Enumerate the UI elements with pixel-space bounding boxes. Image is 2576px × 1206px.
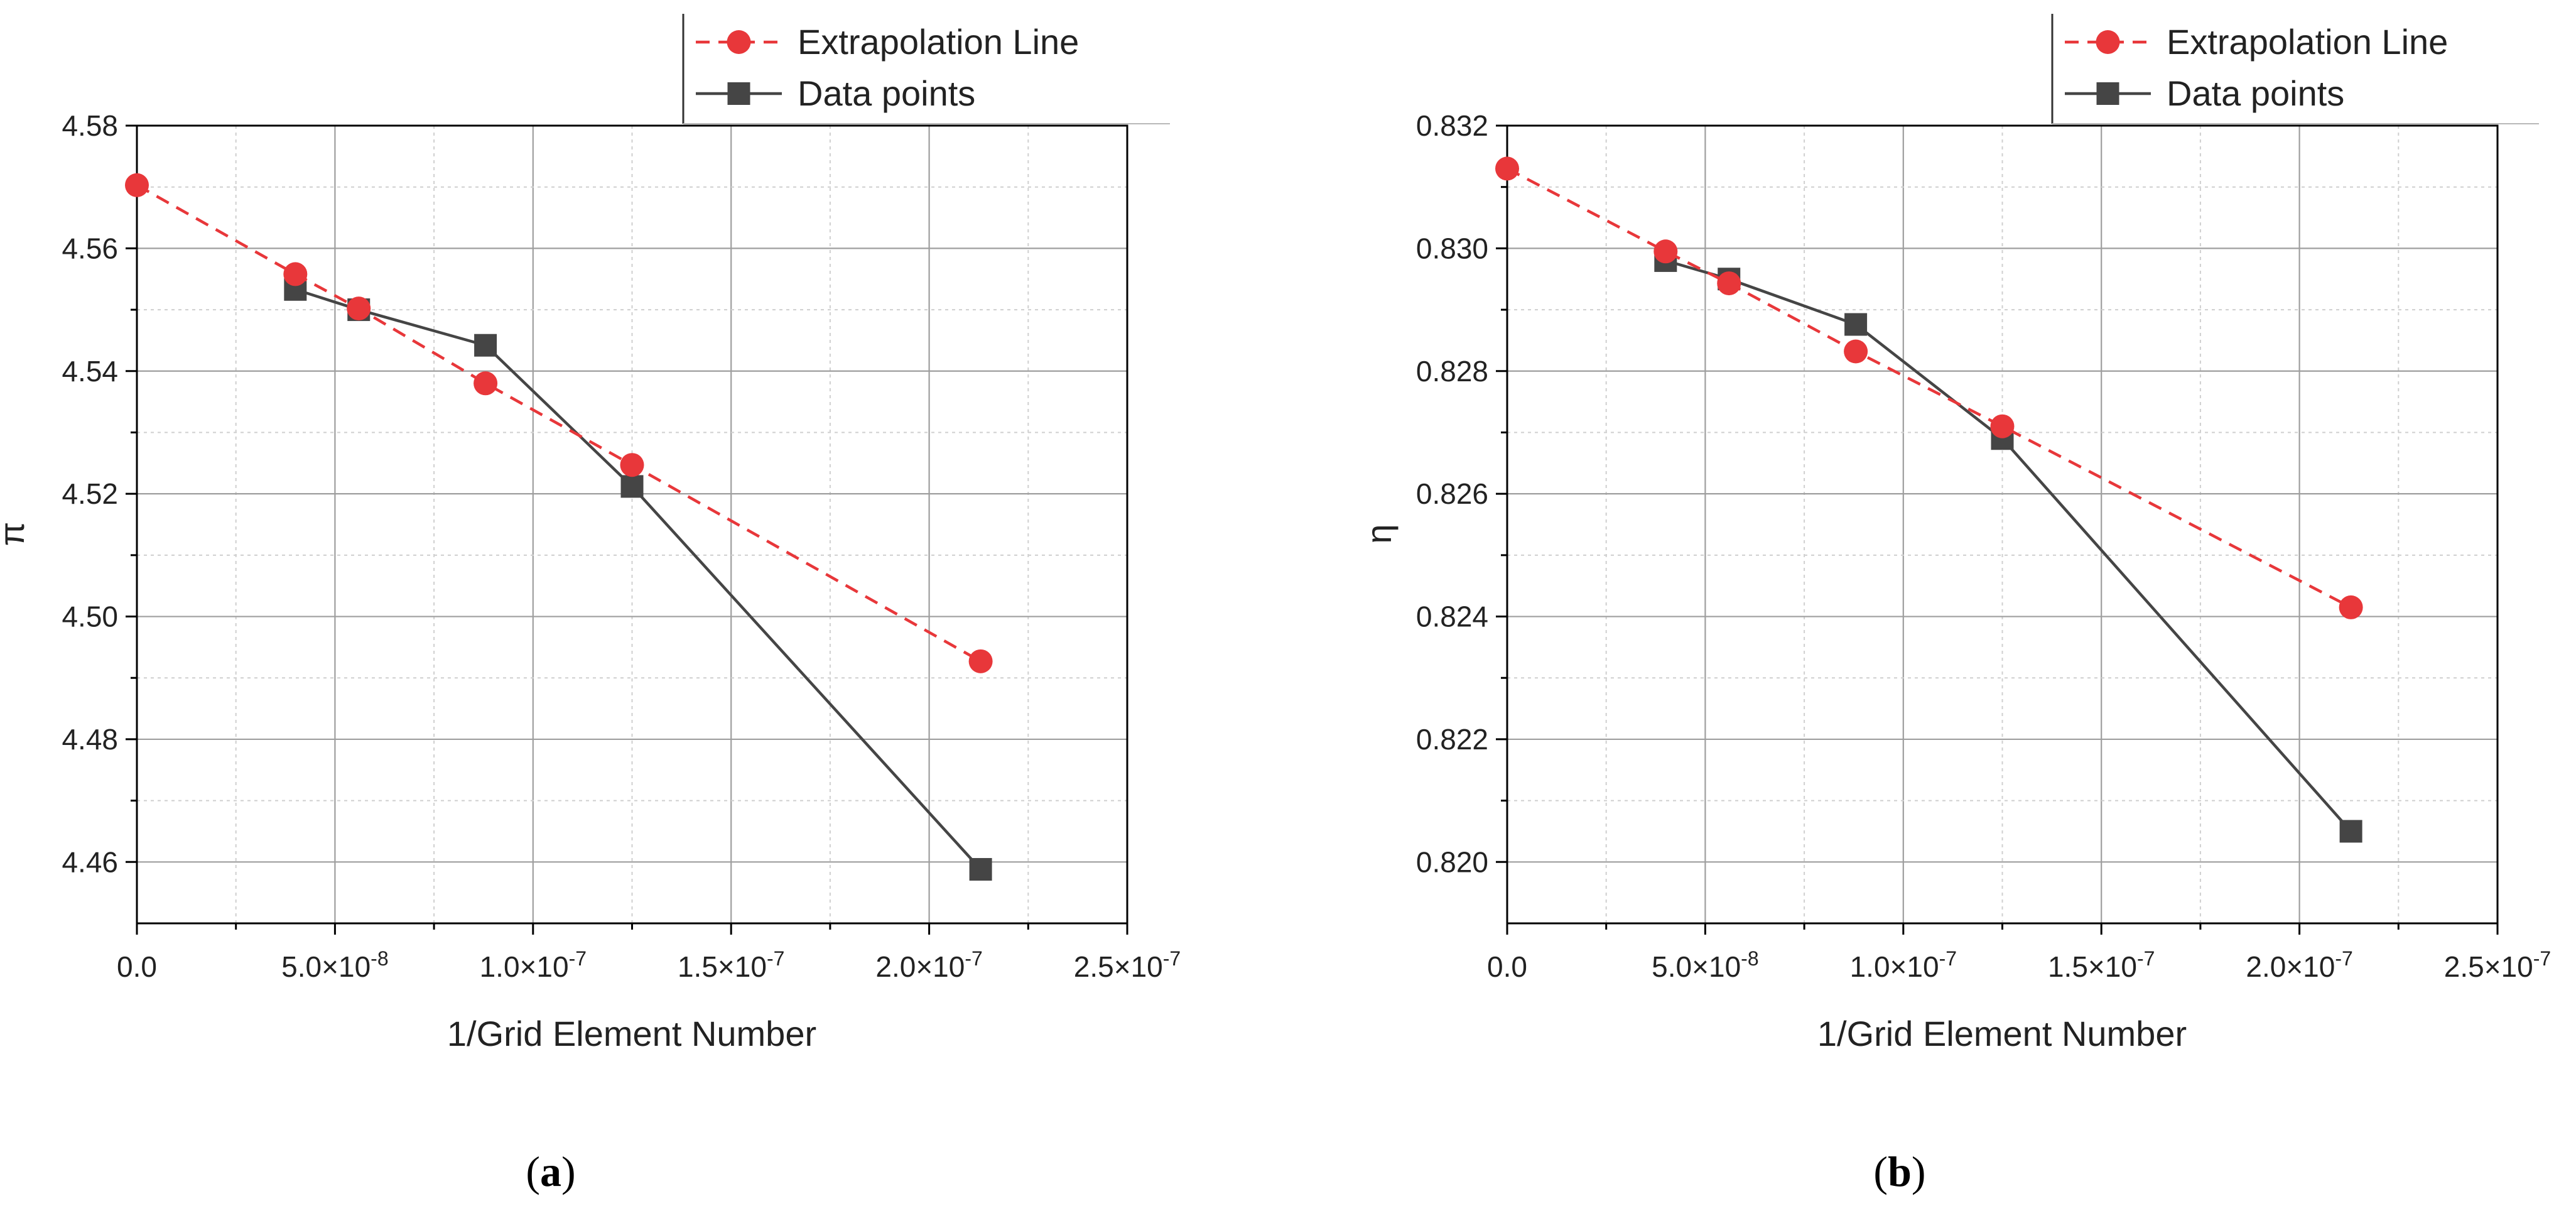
- legend-label: Data points: [798, 73, 975, 113]
- legend-marker-square: [727, 82, 750, 105]
- chart-panel-a: 0.0 5.0×10-8 1.0×10-7 1.5×10-7 2.0×10-7 2.5×1…: [0, 14, 1181, 1195]
- legend-label: Data points: [2167, 73, 2344, 113]
- legend: Extrapolation Line Data points: [682, 14, 1170, 124]
- y-tick-label: 0.828: [1416, 355, 1488, 388]
- data-point-circle: [125, 173, 149, 197]
- legend-marker-circle: [2096, 30, 2120, 54]
- data-point-circle: [968, 649, 993, 673]
- data-point-square: [620, 475, 644, 498]
- y-tick-label: 0.822: [1416, 723, 1488, 756]
- data-point-circle: [474, 371, 498, 396]
- x-tick-label: 0.0: [1487, 950, 1527, 983]
- x-axis-title: 1/Grid Element Number: [447, 1014, 816, 1053]
- data-point-square: [2339, 820, 2362, 843]
- y-tick-label: 0.830: [1416, 232, 1488, 264]
- x-tick-label: 1.5×10-7: [678, 947, 784, 983]
- legend-label: Extrapolation Line: [2167, 22, 2448, 62]
- x-tick-label: 2.5×10-7: [2444, 947, 2551, 983]
- y-tick-label: 4.46: [62, 845, 118, 878]
- x-tick-label: 0.0: [117, 950, 157, 983]
- series-line: [136, 183, 982, 663]
- x-tick-label: 1.5×10-7: [2048, 947, 2155, 983]
- data-point-circle: [347, 296, 371, 321]
- data-point-circle: [1844, 339, 1868, 364]
- series-line: [295, 288, 982, 871]
- y-tick-label: 4.48: [62, 723, 118, 756]
- y-tick-label: 4.54: [62, 355, 118, 388]
- x-tick-label: 5.0×10-8: [1652, 947, 1758, 983]
- data-point-circle: [620, 453, 644, 477]
- grid: [137, 126, 1127, 923]
- data-point-circle: [2339, 595, 2363, 619]
- y-axis-title: η: [1359, 524, 1399, 543]
- data-point-square: [474, 334, 497, 357]
- y-tick-label: 4.52: [62, 477, 118, 510]
- x-axis-title: 1/Grid Element Number: [1817, 1014, 2187, 1053]
- data-point-circle: [283, 262, 308, 286]
- panel-caption: (b): [1873, 1148, 1925, 1195]
- data-point-circle: [1990, 414, 2015, 438]
- x-tick-label: 1.0×10-7: [1850, 947, 1957, 983]
- series-line: [1506, 167, 2352, 609]
- panel-caption: (a): [526, 1148, 575, 1195]
- data-point-circle: [1653, 239, 1678, 264]
- series-extrapolation-line: [1495, 156, 2363, 619]
- x-tick-label: 2.0×10-7: [875, 947, 982, 983]
- ticks: 0.0 5.0×10-8 1.0×10-7 1.5×10-7 2.0×10-7 2.5×1…: [62, 109, 1181, 983]
- legend-marker-circle: [727, 30, 751, 54]
- series-extrapolation-line: [125, 173, 993, 673]
- legend-marker-square: [2096, 82, 2119, 105]
- y-axis-title: π: [0, 522, 31, 546]
- chart-panel-b: 0.0 5.0×10-8 1.0×10-7 1.5×10-7 2.0×10-7 2.5×1…: [1359, 14, 2551, 1195]
- series-data-points: [1654, 249, 2362, 843]
- y-tick-label: 0.820: [1416, 845, 1488, 878]
- data-point-circle: [1717, 271, 1741, 296]
- y-tick-label: 4.50: [62, 600, 118, 633]
- data-point-square: [1844, 313, 1868, 336]
- y-tick-label: 4.58: [62, 109, 118, 142]
- data-point-square: [969, 858, 992, 881]
- y-tick-label: 0.824: [1416, 600, 1488, 633]
- y-tick-label: 4.56: [62, 232, 118, 264]
- x-tick-label: 2.0×10-7: [2246, 947, 2352, 983]
- series-line: [1665, 259, 2352, 832]
- series-data-points: [284, 278, 992, 881]
- legend-label: Extrapolation Line: [798, 22, 1079, 62]
- x-tick-label: 2.5×10-7: [1074, 947, 1181, 983]
- ticks: 0.0 5.0×10-8 1.0×10-7 1.5×10-7 2.0×10-7 2.5×1…: [1416, 109, 2551, 983]
- y-tick-label: 0.826: [1416, 477, 1488, 510]
- x-tick-label: 5.0×10-8: [281, 947, 388, 983]
- x-tick-label: 1.0×10-7: [480, 947, 587, 983]
- legend: Extrapolation Line Data points: [2051, 14, 2539, 124]
- y-tick-label: 0.832: [1416, 109, 1488, 142]
- data-point-circle: [1495, 156, 1519, 181]
